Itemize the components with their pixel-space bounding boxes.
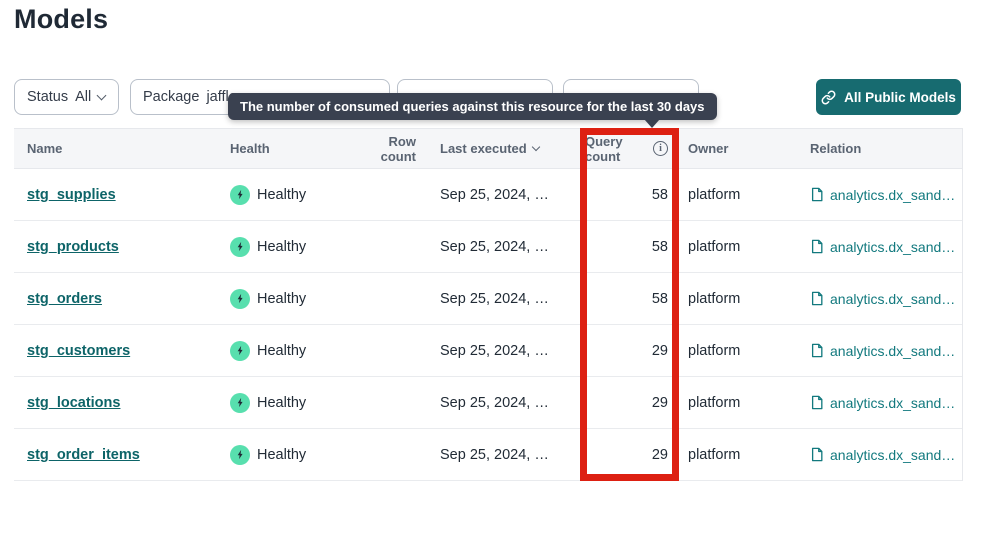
query-count-cell: 29 — [651, 342, 668, 359]
health-cell: Healthy — [230, 392, 350, 413]
document-icon — [811, 395, 823, 410]
healthy-badge-icon — [230, 184, 250, 205]
column-header-query-count-label: Query count — [585, 133, 623, 164]
model-name-link[interactable]: stg_order_items — [27, 446, 140, 463]
query-count-cell: 29 — [651, 446, 668, 463]
query-count-cell: 58 — [651, 186, 668, 203]
healthy-badge-icon — [230, 444, 250, 465]
owner-cell: platform — [688, 446, 741, 463]
relation-cell: analytics.dx_sand… — [790, 447, 963, 463]
last-executed-cell: Sep 25, 2024, … — [440, 394, 549, 411]
health-cell: Healthy — [230, 184, 350, 205]
column-header-relation[interactable]: Relation — [810, 141, 862, 156]
owner-cell: platform — [688, 394, 741, 411]
health-cell: Healthy — [230, 444, 350, 465]
owner-cell: platform — [688, 186, 741, 203]
document-icon — [811, 447, 823, 462]
table-header-row: Name Health Row count Last executed Quer… — [14, 128, 962, 169]
status-filter-value: All — [75, 89, 92, 105]
healthy-badge-icon — [230, 392, 250, 413]
relation-link[interactable]: analytics.dx_sand… — [830, 186, 956, 203]
models-table: Name Health Row count Last executed Quer… — [14, 128, 963, 481]
column-header-owner[interactable]: Owner — [688, 141, 729, 156]
table-row: stg_products Healthy Sep 25, 2024, … 58 … — [14, 221, 962, 273]
document-icon — [811, 291, 823, 306]
tooltip-caret — [644, 119, 660, 128]
lightning-bolt-icon — [237, 189, 243, 200]
relation-cell: analytics.dx_sand… — [790, 187, 963, 203]
relation-link[interactable]: analytics.dx_sand… — [830, 238, 956, 255]
column-header-health[interactable]: Health — [230, 141, 270, 156]
model-name-link[interactable]: stg_customers — [27, 342, 131, 359]
lightning-bolt-icon — [237, 345, 243, 356]
relation-link[interactable]: analytics.dx_sand… — [830, 290, 956, 307]
table-row: stg_locations Healthy Sep 25, 2024, … 29… — [14, 377, 962, 429]
last-executed-cell: Sep 25, 2024, … — [440, 446, 549, 463]
relation-cell: analytics.dx_sand… — [790, 395, 963, 411]
health-cell: Healthy — [230, 340, 350, 361]
chevron-down-icon — [96, 90, 107, 100]
model-name-link[interactable]: stg_products — [27, 238, 119, 255]
column-header-row-count[interactable]: Row count — [380, 133, 416, 164]
table-row: stg_orders Healthy Sep 25, 2024, … 58 pl… — [14, 273, 962, 325]
lightning-bolt-icon — [237, 293, 243, 304]
query-count-tooltip: The number of consumed queries against t… — [228, 93, 717, 120]
status-filter-label: Status — [27, 89, 69, 105]
relation-link[interactable]: analytics.dx_sand… — [830, 342, 956, 359]
owner-cell: platform — [688, 290, 741, 307]
sort-chevron-icon — [531, 142, 540, 152]
health-status-label: Healthy — [257, 446, 307, 463]
health-status-label: Healthy — [257, 394, 307, 411]
info-icon[interactable]: i — [653, 141, 668, 156]
last-executed-cell: Sep 25, 2024, … — [440, 186, 549, 203]
all-public-models-button[interactable]: All Public Models — [816, 79, 961, 115]
column-header-name[interactable]: Name — [27, 141, 63, 156]
model-name-link[interactable]: stg_orders — [27, 290, 102, 307]
status-filter-dropdown[interactable]: Status All — [14, 79, 119, 115]
page-title: Models — [14, 4, 109, 34]
relation-cell: analytics.dx_sand… — [790, 291, 963, 307]
health-status-label: Healthy — [257, 238, 307, 255]
relation-link[interactable]: analytics.dx_sand… — [830, 394, 956, 411]
lightning-bolt-icon — [237, 397, 243, 408]
healthy-badge-icon — [230, 236, 250, 257]
health-status-label: Healthy — [257, 186, 307, 203]
owner-cell: platform — [688, 238, 741, 255]
document-icon — [811, 187, 823, 202]
health-status-label: Healthy — [257, 342, 307, 359]
column-header-last-executed-label: Last executed — [440, 141, 527, 156]
model-name-link[interactable]: stg_supplies — [27, 186, 116, 203]
model-name-link[interactable]: stg_locations — [27, 394, 121, 411]
column-header-last-executed[interactable]: Last executed — [416, 141, 575, 156]
query-count-cell: 29 — [651, 394, 668, 411]
last-executed-cell: Sep 25, 2024, … — [440, 342, 549, 359]
last-executed-cell: Sep 25, 2024, … — [440, 238, 549, 255]
health-cell: Healthy — [230, 236, 350, 257]
table-row: stg_order_items Healthy Sep 25, 2024, … … — [14, 429, 962, 481]
column-header-query-count[interactable]: Query count i — [575, 134, 668, 164]
tooltip-text: The number of consumed queries against t… — [240, 99, 705, 114]
healthy-badge-icon — [230, 288, 250, 309]
document-icon — [811, 239, 823, 254]
relation-link[interactable]: analytics.dx_sand… — [830, 446, 956, 463]
owner-cell: platform — [688, 342, 741, 359]
health-status-label: Healthy — [257, 290, 307, 307]
package-filter-label: Package — [143, 89, 200, 105]
lightning-bolt-icon — [237, 449, 243, 460]
relation-cell: analytics.dx_sand… — [790, 343, 963, 359]
all-public-models-label: All Public Models — [844, 89, 956, 105]
last-executed-cell: Sep 25, 2024, … — [440, 290, 549, 307]
query-count-cell: 58 — [651, 238, 668, 255]
lightning-bolt-icon — [237, 241, 243, 252]
health-cell: Healthy — [230, 288, 350, 309]
table-row: stg_customers Healthy Sep 25, 2024, … 29… — [14, 325, 962, 377]
relation-cell: analytics.dx_sand… — [790, 239, 963, 255]
healthy-badge-icon — [230, 340, 250, 361]
table-body: stg_supplies Healthy Sep 25, 2024, … 58 … — [14, 169, 962, 481]
link-icon — [821, 90, 836, 104]
table-row: stg_supplies Healthy Sep 25, 2024, … 58 … — [14, 169, 962, 221]
query-count-cell: 58 — [651, 290, 668, 307]
document-icon — [811, 343, 823, 358]
